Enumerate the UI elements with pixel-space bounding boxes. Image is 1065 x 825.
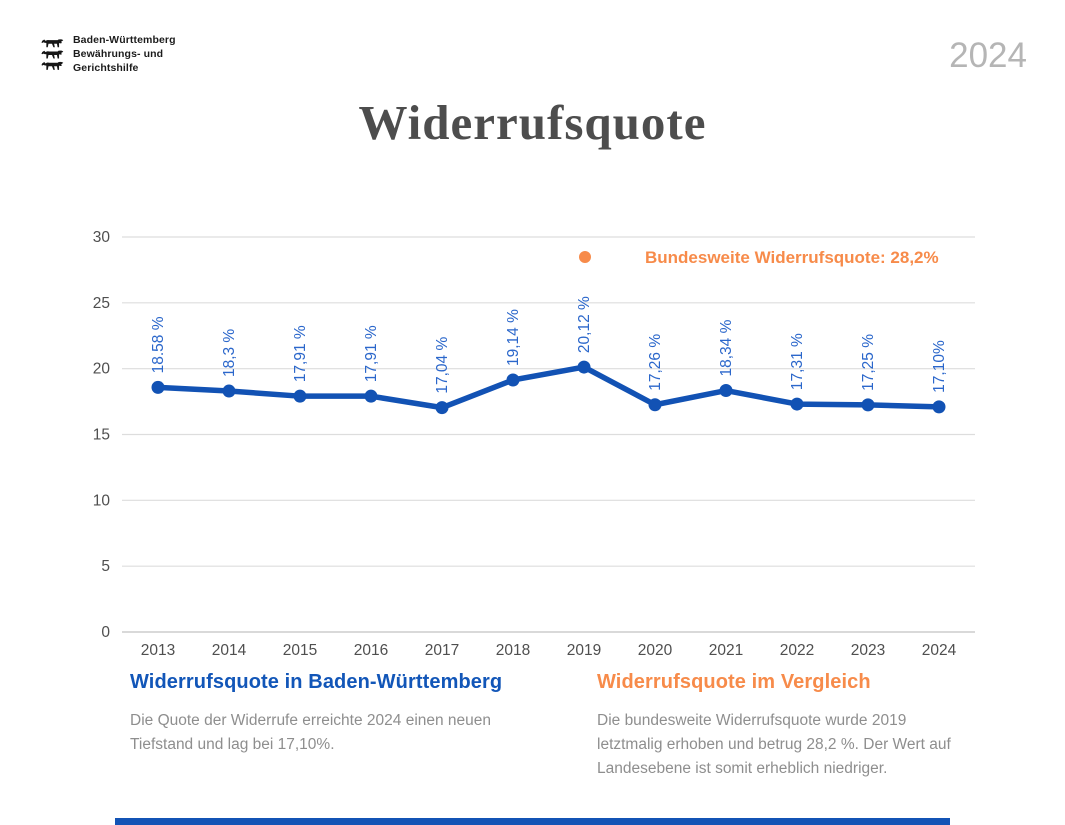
note-left-body: Die Quote der Widerrufe erreichte 2024 e… (130, 712, 492, 754)
x-tick-label: 2016 (354, 642, 388, 659)
note-vergleich: Widerrufsquote im Vergleich Die bundeswe… (597, 671, 967, 781)
data-point (932, 400, 946, 414)
x-tick-label: 2013 (141, 642, 175, 659)
data-point (435, 401, 449, 415)
x-tick-label: 2017 (425, 642, 459, 659)
data-point-label: 17,91 % (363, 325, 380, 382)
y-tick-label: 30 (93, 229, 111, 246)
x-tick-label: 2024 (922, 642, 957, 659)
data-point-label: 20,12 % (576, 296, 593, 353)
data-point-label: 17,91 % (292, 325, 309, 382)
y-tick-label: 15 (93, 427, 110, 444)
logo-line-3: Gerichtshilfe (73, 61, 139, 74)
year-label: 2024 (949, 36, 1027, 75)
data-point-label: 17,31 % (789, 333, 806, 390)
note-right-heading: Widerrufsquote im Vergleich (597, 671, 871, 693)
bw-logo: Baden-Württemberg Bewährungs- und Gerich… (40, 32, 176, 78)
trend-line (155, 364, 942, 411)
data-point-label: 17,04 % (434, 337, 451, 394)
y-tick-label: 10 (93, 492, 111, 509)
page-title: Widerrufsquote (358, 95, 707, 150)
legend-dot (579, 251, 591, 263)
legend-label: Bundesweite Widerrufsquote: 28,2% (645, 248, 939, 267)
data-point (364, 389, 378, 403)
note-left-heading: Widerrufsquote in Baden-Württemberg (130, 671, 503, 693)
x-tick-label: 2018 (496, 642, 530, 659)
data-point (648, 398, 662, 412)
data-point (719, 384, 733, 398)
data-point-label: 19,14 % (505, 309, 522, 366)
data-point (293, 389, 307, 403)
x-tick-label: 2014 (212, 642, 247, 659)
x-tick-label: 2020 (638, 642, 673, 659)
x-tick-label: 2021 (709, 642, 743, 659)
data-point-label: 17,26 % (647, 334, 664, 391)
y-tick-label: 25 (93, 295, 110, 312)
data-point (151, 380, 165, 394)
data-point (506, 373, 520, 387)
logo-line-2: Bewährungs- und (73, 48, 164, 61)
data-point-label: 18,34 % (718, 319, 735, 376)
data-point-label: 17,25 % (860, 334, 877, 391)
logo-text: Baden-Württemberg Bewährungs- und Gerich… (73, 34, 176, 76)
data-point (790, 397, 804, 411)
bw-three-lions-icon (41, 39, 64, 70)
x-tick-label: 2019 (567, 642, 601, 659)
y-tick-label: 5 (101, 558, 110, 575)
y-tick-label: 20 (93, 361, 111, 378)
data-point-label: 18,3 % (221, 329, 238, 377)
data-point (222, 384, 236, 398)
x-tick-label: 2015 (283, 642, 317, 659)
y-tick-label: 0 (101, 624, 110, 641)
note-right-body: Die bundesweite Widerrufsquote wurde 201… (597, 712, 951, 778)
data-point (861, 398, 875, 412)
note-baden-wuerttemberg: Widerrufsquote in Baden-Württemberg Die … (130, 671, 525, 757)
data-point-label: 18.58 % (150, 316, 167, 373)
x-tick-label: 2023 (851, 642, 885, 659)
data-point (577, 360, 591, 374)
footer-accent-bar (115, 818, 950, 825)
data-point-label: 17,10% (931, 340, 948, 393)
logo-line-1: Baden-Württemberg (73, 34, 176, 47)
x-tick-label: 2022 (780, 642, 814, 659)
